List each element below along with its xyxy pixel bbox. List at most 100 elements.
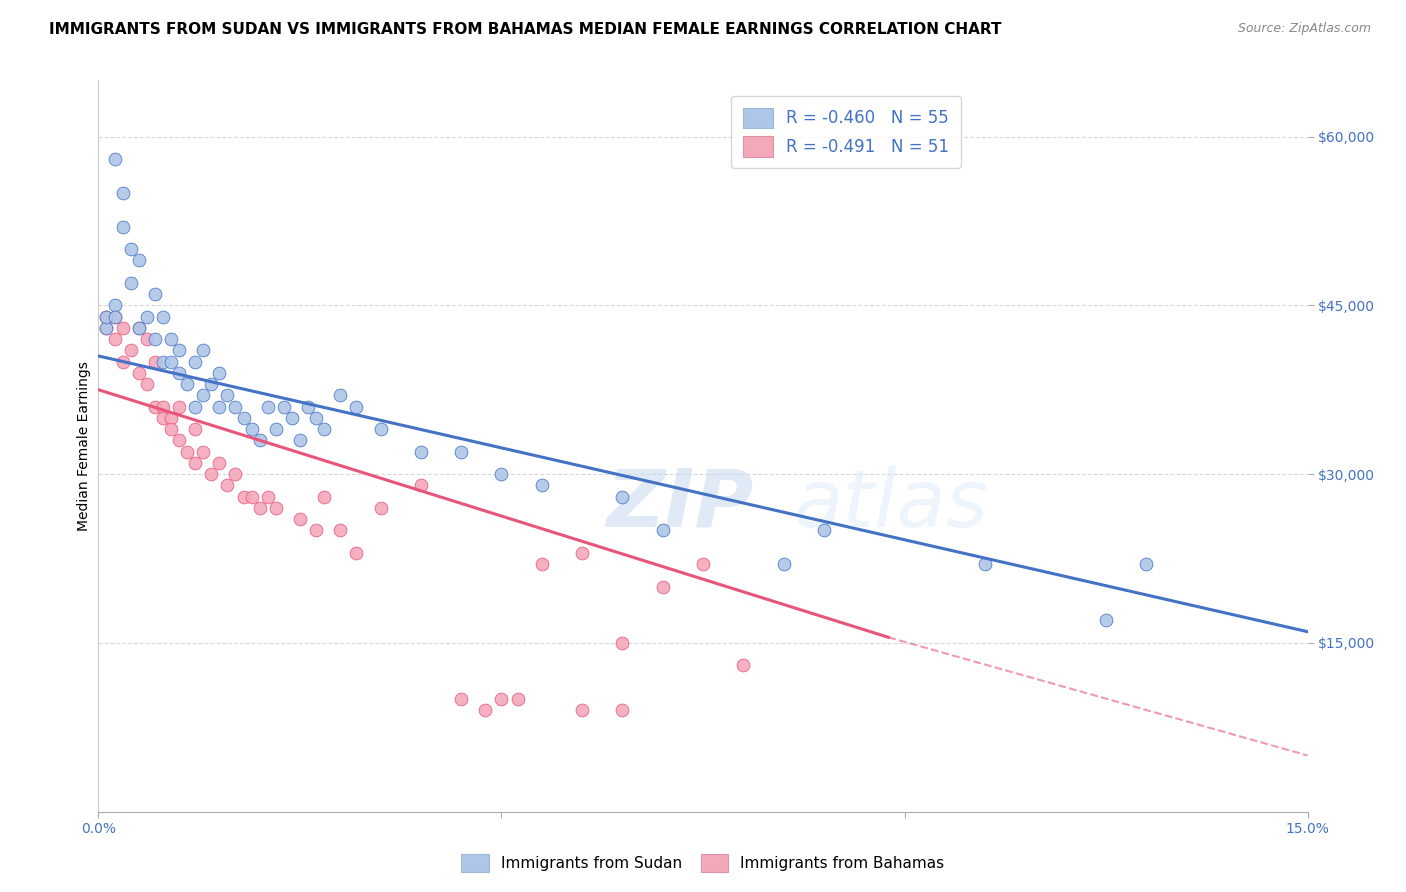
- Point: [184, 354, 207, 368]
- Point: [200, 467, 222, 482]
- Point: [651, 524, 673, 538]
- Point: [135, 310, 157, 324]
- Point: [152, 354, 174, 368]
- Text: atlas: atlas: [793, 466, 988, 543]
- Point: [344, 546, 367, 560]
- Point: [571, 546, 593, 560]
- Point: [305, 524, 328, 538]
- Point: [329, 524, 352, 538]
- Point: [288, 512, 311, 526]
- Point: [96, 310, 118, 324]
- Point: [314, 490, 336, 504]
- Point: [200, 377, 222, 392]
- Point: [217, 388, 239, 402]
- Point: [143, 400, 166, 414]
- Point: [273, 400, 295, 414]
- Point: [152, 400, 174, 414]
- Legend: R = -0.460   N = 55, R = -0.491   N = 51: R = -0.460 N = 55, R = -0.491 N = 51: [731, 96, 960, 169]
- Point: [474, 703, 496, 717]
- Point: [305, 410, 328, 425]
- Point: [530, 557, 553, 571]
- Point: [224, 467, 246, 482]
- Point: [491, 467, 513, 482]
- Point: [288, 434, 311, 448]
- Point: [264, 500, 287, 515]
- Point: [217, 478, 239, 492]
- Point: [167, 366, 190, 380]
- Point: [152, 310, 174, 324]
- Point: [264, 422, 287, 436]
- Point: [1095, 614, 1118, 628]
- Point: [135, 377, 157, 392]
- Point: [256, 400, 278, 414]
- Point: [208, 366, 231, 380]
- Point: [96, 321, 118, 335]
- Point: [491, 692, 513, 706]
- Point: [184, 456, 207, 470]
- Point: [409, 478, 432, 492]
- Point: [506, 692, 529, 706]
- Point: [103, 310, 125, 324]
- Point: [281, 410, 304, 425]
- Point: [370, 422, 392, 436]
- Point: [232, 410, 254, 425]
- Point: [128, 253, 150, 268]
- Point: [193, 388, 215, 402]
- Point: [240, 490, 263, 504]
- Point: [176, 377, 198, 392]
- Point: [314, 422, 336, 436]
- Point: [329, 388, 352, 402]
- Point: [813, 524, 835, 538]
- Point: [232, 490, 254, 504]
- Point: [176, 444, 198, 458]
- Point: [344, 400, 367, 414]
- Point: [772, 557, 794, 571]
- Point: [111, 219, 134, 234]
- Y-axis label: Median Female Earnings: Median Female Earnings: [77, 361, 91, 531]
- Point: [120, 242, 142, 256]
- Point: [612, 703, 634, 717]
- Point: [167, 400, 190, 414]
- Point: [249, 500, 271, 515]
- Legend: Immigrants from Sudan, Immigrants from Bahamas: Immigrants from Sudan, Immigrants from B…: [454, 846, 952, 880]
- Point: [651, 580, 673, 594]
- Text: Source: ZipAtlas.com: Source: ZipAtlas.com: [1237, 22, 1371, 36]
- Point: [733, 658, 755, 673]
- Point: [370, 500, 392, 515]
- Point: [184, 422, 207, 436]
- Point: [143, 287, 166, 301]
- Point: [160, 354, 183, 368]
- Point: [152, 410, 174, 425]
- Point: [256, 490, 278, 504]
- Point: [193, 444, 215, 458]
- Point: [128, 321, 150, 335]
- Point: [193, 343, 215, 358]
- Point: [974, 557, 997, 571]
- Point: [297, 400, 319, 414]
- Point: [103, 310, 125, 324]
- Point: [103, 332, 125, 346]
- Point: [167, 343, 190, 358]
- Point: [111, 321, 134, 335]
- Point: [612, 490, 634, 504]
- Point: [530, 478, 553, 492]
- Point: [409, 444, 432, 458]
- Point: [103, 298, 125, 312]
- Point: [120, 343, 142, 358]
- Point: [208, 400, 231, 414]
- Point: [450, 444, 472, 458]
- Point: [1135, 557, 1157, 571]
- Point: [224, 400, 246, 414]
- Point: [96, 310, 118, 324]
- Point: [120, 276, 142, 290]
- Point: [612, 636, 634, 650]
- Point: [128, 321, 150, 335]
- Point: [450, 692, 472, 706]
- Point: [143, 332, 166, 346]
- Point: [160, 332, 183, 346]
- Point: [103, 152, 125, 166]
- Point: [96, 321, 118, 335]
- Text: IMMIGRANTS FROM SUDAN VS IMMIGRANTS FROM BAHAMAS MEDIAN FEMALE EARNINGS CORRELAT: IMMIGRANTS FROM SUDAN VS IMMIGRANTS FROM…: [49, 22, 1001, 37]
- Point: [111, 354, 134, 368]
- Point: [692, 557, 714, 571]
